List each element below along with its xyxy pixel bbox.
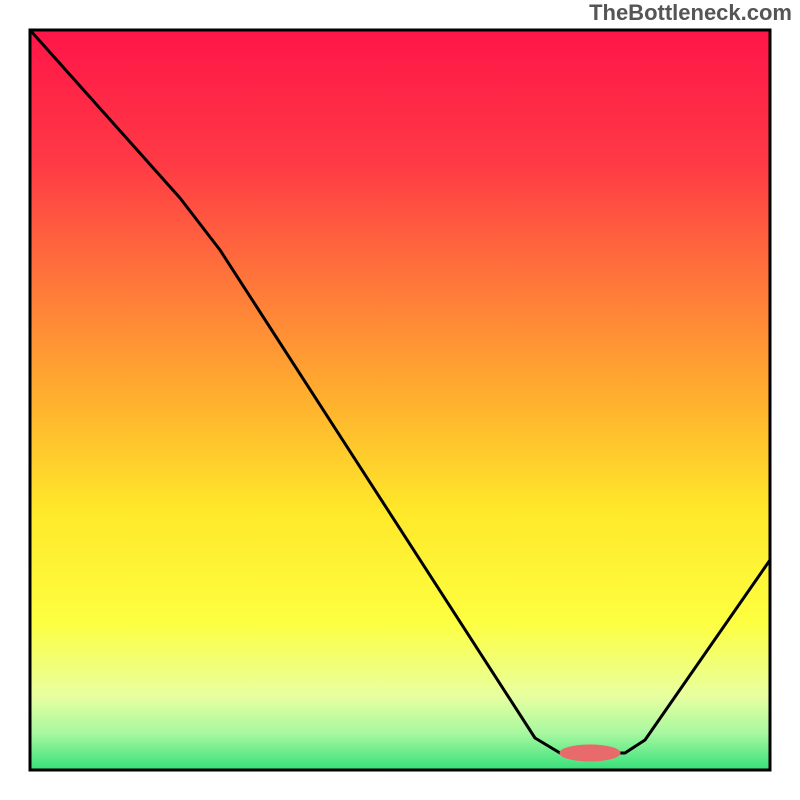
plot-background bbox=[30, 30, 770, 770]
watermark-text: TheBottleneck.com bbox=[589, 0, 792, 26]
optimum-marker bbox=[560, 745, 620, 761]
bottleneck-curve-chart bbox=[0, 0, 800, 800]
chart-container: TheBottleneck.com bbox=[0, 0, 800, 800]
